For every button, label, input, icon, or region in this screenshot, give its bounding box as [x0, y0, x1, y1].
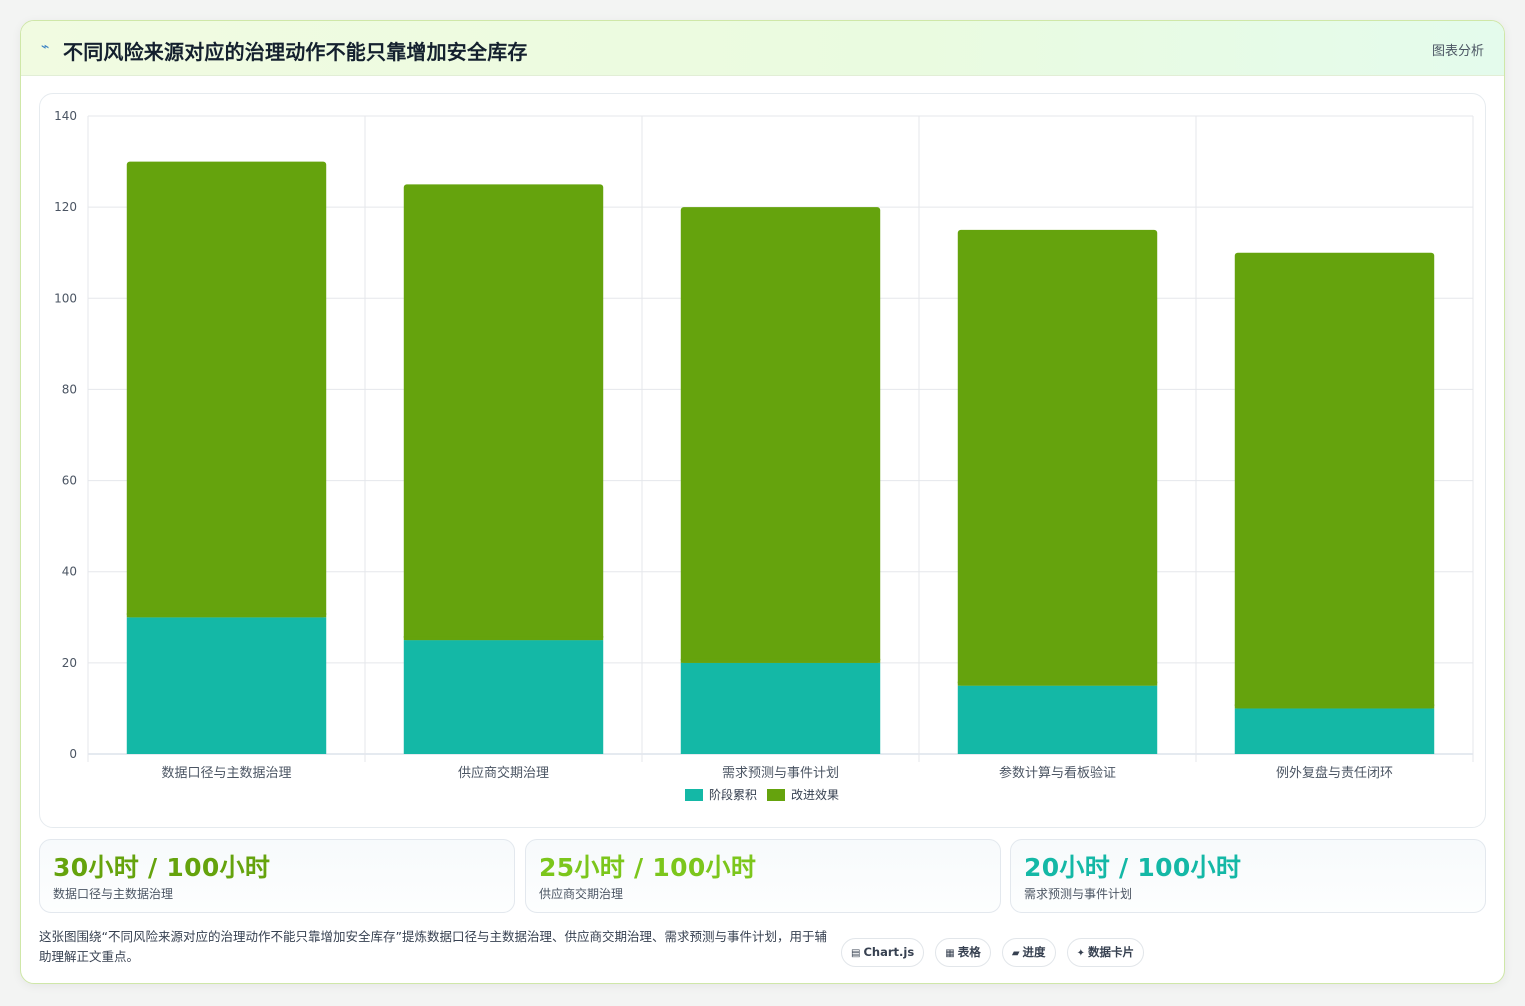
bar-improve-base: [957, 681, 1158, 686]
kpi-card: 25小时 / 100小时 供应商交期治理: [525, 839, 1001, 913]
bar-improve: [403, 184, 604, 641]
x-tick-label: 需求预测与事件计划: [722, 766, 839, 781]
bar-improve: [680, 207, 881, 663]
bar-improve: [1234, 252, 1435, 709]
bar-stage: [1234, 708, 1435, 754]
pill-data-card[interactable]: ✦ 数据卡片: [1066, 938, 1144, 967]
y-tick-label: 60: [62, 474, 77, 488]
y-tick-label: 20: [62, 656, 77, 670]
header-tag: 图表分析: [1431, 44, 1484, 59]
y-tick-label: 100: [54, 291, 77, 305]
trend-icon: ⌁: [41, 39, 50, 55]
chart-note: 这张图围绕“不同风险来源对应的治理动作不能只靠增加安全库存”提炼数据口径与主数据…: [39, 929, 827, 964]
progress-icon: ▰: [1011, 948, 1020, 959]
kpi-value: 30小时 / 100小时: [53, 853, 271, 882]
pill-label: 数据卡片: [1088, 945, 1134, 959]
bar-improve-base: [680, 658, 881, 663]
bar-stage: [126, 617, 327, 754]
kpi-label: 数据口径与主数据治理: [53, 887, 174, 901]
chart-panel: 0 20 40 60 80 100 120 140 数据口径与主数据治理 供应商交期治理 需求预测与…: [39, 93, 1486, 828]
y-tick-label: 0: [69, 747, 77, 761]
tag-pills: ▤ Chart.js ▦ 表格 ▰ 进度 ✦ 数据卡片: [841, 938, 1150, 968]
chart-title: 不同风险来源对应的治理动作不能只靠增加安全库存: [63, 40, 528, 64]
pill-chartjs[interactable]: ▤ Chart.js: [841, 938, 925, 967]
y-tick-label: 80: [62, 382, 77, 396]
kpi-value: 20小时 / 100小时: [1024, 853, 1242, 882]
x-tick-label: 例外复盘与责任闭环: [1276, 765, 1393, 781]
kpi-label: 供应商交期治理: [539, 887, 624, 901]
bar-improve-base: [403, 636, 604, 641]
kpi-value: 25小时 / 100小时: [539, 853, 757, 882]
legend-label: 阶段累积: [709, 787, 757, 802]
kpi-label: 需求预测与事件计划: [1024, 887, 1133, 901]
pill-label: Chart.js: [863, 945, 915, 959]
table-icon: ▦: [945, 948, 955, 959]
y-tick-label: 40: [62, 565, 77, 579]
card-header: ⌁ 不同风险来源对应的治理动作不能只靠增加安全库存 图表分析: [21, 21, 1504, 76]
bar-chart: 0 20 40 60 80 100 120 140 数据口径与主数据治理 供应商交期治理 需求预测与…: [54, 109, 1474, 802]
legend-swatch: [685, 789, 703, 801]
pill-table[interactable]: ▦ 表格: [935, 938, 991, 967]
bar-stage: [957, 685, 1158, 754]
pill-progress[interactable]: ▰ 进度: [1001, 938, 1056, 967]
y-tick-label: 140: [54, 109, 77, 123]
bar-improve: [957, 229, 1158, 686]
x-tick-label: 数据口径与主数据治理: [161, 766, 291, 781]
chart-icon: ▤: [851, 948, 861, 959]
bar-stage: [403, 640, 604, 754]
kpi-card: 30小时 / 100小时 数据口径与主数据治理: [39, 839, 515, 913]
card-icon: ✦: [1076, 948, 1085, 959]
bar-improve-base: [1234, 704, 1435, 709]
bar-improve-base: [126, 613, 327, 618]
bar-stage: [680, 662, 881, 754]
pill-label: 表格: [957, 945, 981, 959]
pill-label: 进度: [1022, 945, 1046, 959]
legend-swatch: [767, 789, 785, 801]
x-tick-label: 参数计算与看板验证: [999, 765, 1116, 781]
bar-improve: [126, 161, 327, 618]
kpi-card: 20小时 / 100小时 需求预测与事件计划: [1010, 839, 1486, 913]
x-tick-label: 供应商交期治理: [458, 765, 549, 781]
y-tick-label: 120: [54, 200, 77, 214]
chart-card: ⌁ 不同风险来源对应的治理动作不能只靠增加安全库存 图表分析 0 20 40 60 80…: [20, 20, 1505, 984]
legend-label: 改进效果: [791, 787, 839, 802]
